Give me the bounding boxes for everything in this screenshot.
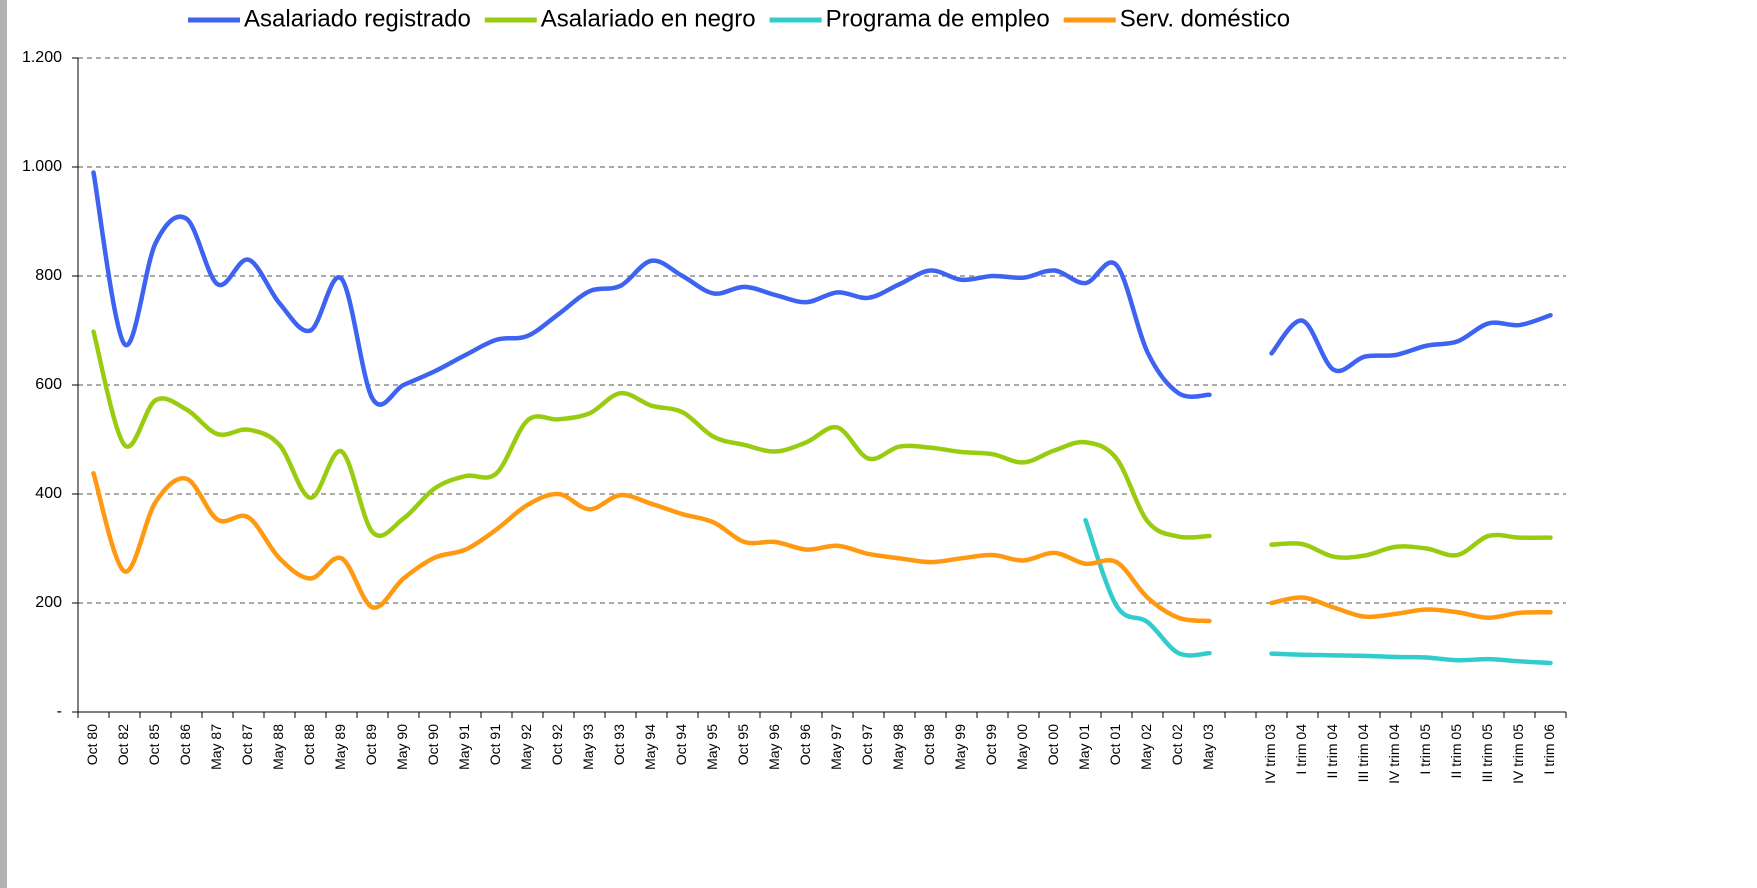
y-tick-label: 200: [35, 594, 62, 611]
x-tick-label: May 03: [1200, 724, 1216, 770]
x-tick-label: Oct 90: [425, 724, 441, 765]
x-tick-label: Oct 82: [115, 724, 131, 765]
x-tick-label: May 95: [704, 724, 720, 770]
legend-label: Serv. doméstico: [1120, 5, 1290, 32]
x-tick-label: Oct 94: [673, 724, 689, 765]
x-tick-label: Oct 02: [1169, 724, 1185, 765]
x-tick-label: May 87: [208, 724, 224, 770]
x-tick-label: II trim 04: [1324, 724, 1340, 779]
legend-label: Programa de empleo: [826, 5, 1050, 32]
series-line: [91, 329, 1553, 560]
x-tick-label: May 01: [1076, 724, 1092, 770]
x-tick-label: Oct 96: [797, 724, 813, 765]
x-tick-label: May 89: [332, 724, 348, 770]
x-tick-label: Oct 00: [1045, 724, 1061, 765]
x-tick-label: Oct 91: [487, 724, 503, 765]
x-tick-label: IV trim 03: [1262, 724, 1278, 784]
y-tick-label: 1.200: [22, 49, 62, 66]
x-tick-label: Oct 97: [859, 724, 875, 765]
x-tick-label: Oct 88: [301, 724, 317, 765]
x-tick-label: Oct 86: [177, 724, 193, 765]
left-border: [0, 0, 7, 888]
y-tick-label: 400: [35, 485, 62, 502]
legend-label: Asalariado en negro: [541, 5, 756, 32]
x-tick-label: May 92: [518, 724, 534, 770]
legend-label: Asalariado registrado: [244, 5, 471, 32]
x-tick-label: May 00: [1014, 724, 1030, 770]
x-tick-label: May 02: [1138, 724, 1154, 770]
x-tick-label: Oct 85: [146, 724, 162, 765]
series-line: [1083, 517, 1553, 666]
y-tick-label: 600: [35, 376, 62, 393]
x-tick-label: May 96: [766, 724, 782, 770]
x-tick-label: Oct 99: [983, 724, 999, 765]
x-tick-label: May 99: [952, 724, 968, 770]
x-tick-label: Oct 98: [921, 724, 937, 765]
x-tick-label: Oct 92: [549, 724, 565, 765]
x-tick-label: Oct 89: [363, 724, 379, 765]
x-tick-label: II trim 05: [1448, 724, 1464, 779]
x-tick-label: Oct 87: [239, 724, 255, 765]
x-tick-label: May 90: [394, 724, 410, 770]
x-tick-label: Oct 01: [1107, 724, 1123, 765]
x-tick-label: May 97: [828, 724, 844, 770]
x-tick-label: Oct 93: [611, 724, 627, 765]
y-tick-label: -: [57, 703, 62, 720]
y-tick-label: 1.000: [22, 158, 62, 175]
x-tick-label: May 98: [890, 724, 906, 770]
x-tick-label: Oct 80: [84, 724, 100, 765]
x-tick-label: IV trim 05: [1510, 724, 1526, 784]
x-tick-label: May 88: [270, 724, 286, 770]
series-line: [91, 471, 1553, 624]
x-tick-label: Oct 95: [735, 724, 751, 765]
x-tick-label: I trim 05: [1417, 724, 1433, 775]
series-line: [91, 170, 1553, 407]
x-tick-label: III trim 05: [1479, 724, 1495, 783]
x-tick-label: May 91: [456, 724, 472, 770]
x-tick-label: May 94: [642, 724, 658, 770]
x-tick-label: IV trim 04: [1386, 724, 1402, 784]
x-tick-label: May 93: [580, 724, 596, 770]
x-tick-label: I trim 04: [1293, 724, 1309, 775]
x-tick-label: III trim 04: [1355, 724, 1371, 783]
y-tick-label: 800: [35, 267, 62, 284]
x-tick-label: I trim 06: [1541, 724, 1557, 775]
